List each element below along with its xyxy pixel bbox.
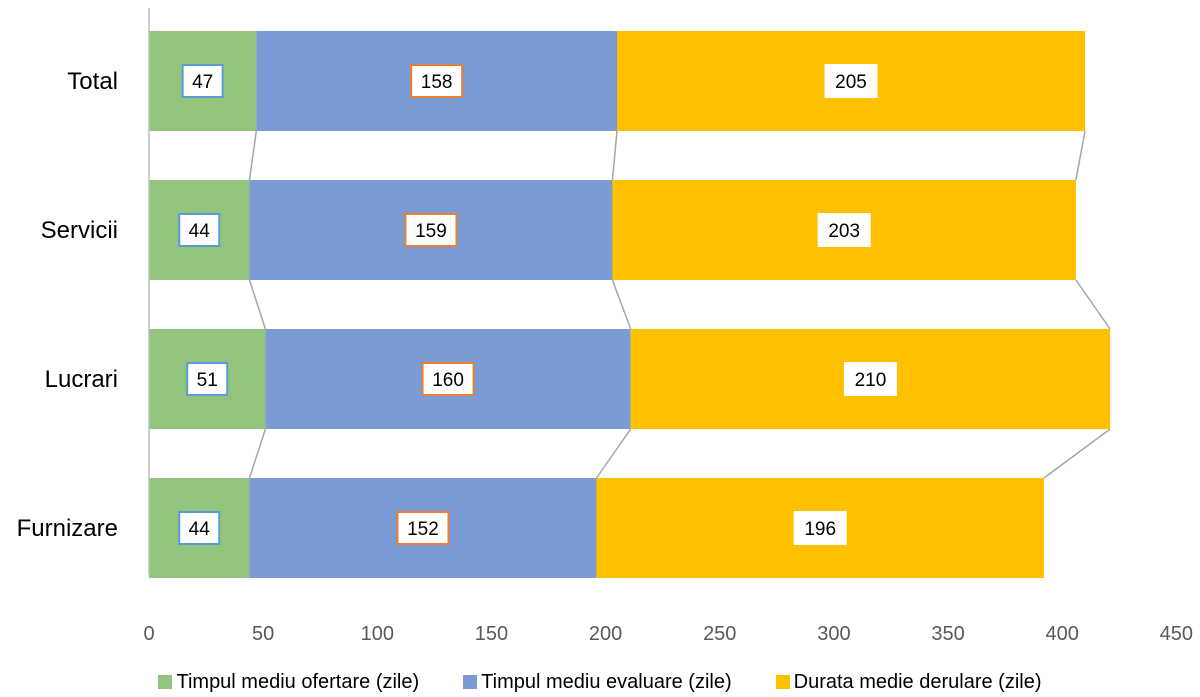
category-label: Servicii [41, 217, 118, 244]
category-label: Total [67, 68, 118, 95]
data-label: 203 [828, 221, 860, 242]
data-label: 210 [855, 370, 887, 391]
data-label-box [186, 362, 229, 396]
series-line [248, 130, 258, 181]
legend-item-derulare: Durata medie derulare (zile) [775, 670, 1042, 694]
data-label: 196 [804, 519, 836, 540]
data-label-box [817, 213, 871, 247]
data-label: 44 [189, 221, 211, 242]
data-label: 205 [835, 72, 867, 93]
data-label: 47 [192, 72, 213, 93]
data-label-box [396, 511, 450, 545]
chart: 47 158 205 Total 44 159 203 Servicii 51 160 210 Luc… [17, 8, 1193, 645]
x-tick-label: 250 [703, 623, 736, 645]
legend-item-evaluare: Timpul mediu evaluare (zile) [463, 670, 732, 694]
data-label-box [181, 64, 224, 98]
x-tick-label: 0 [143, 623, 154, 645]
category-label: Furnizare [17, 515, 118, 542]
series-line [595, 428, 632, 479]
data-label: 51 [197, 370, 218, 391]
series-line [1043, 428, 1111, 479]
data-label-box [178, 511, 221, 545]
legend-label-evaluare: Timpul mediu evaluare (zile) [481, 670, 732, 693]
data-label: 159 [415, 221, 447, 242]
x-tick-label: 400 [1046, 623, 1079, 645]
data-label-box [824, 64, 878, 98]
data-label-box [793, 511, 847, 545]
category-label: Lucrari [45, 366, 118, 393]
legend-swatch-derulare [775, 675, 790, 689]
series-line [248, 279, 267, 330]
data-label: 152 [407, 519, 439, 540]
legend-swatch-ofertare [158, 675, 173, 689]
legend: Timpul mediu ofertare (zile) Timpul medi… [0, 670, 1200, 694]
data-label: 160 [432, 370, 464, 391]
x-tick-label: 350 [931, 623, 964, 645]
legend-item-ofertare: Timpul mediu ofertare (zile) [158, 671, 419, 694]
x-tick-label: 150 [475, 623, 508, 645]
legend-label-ofertare: Timpul mediu ofertare (zile) [176, 670, 420, 693]
x-tick-label: 100 [361, 623, 394, 645]
legend-label-derulare: Durata medie derulare (zile) [793, 670, 1042, 693]
series-line [248, 428, 267, 479]
series-line [1075, 130, 1086, 181]
data-label-box [421, 362, 475, 396]
data-label-box [404, 213, 458, 247]
series-line [611, 130, 618, 181]
series-line [1075, 279, 1111, 330]
x-tick-label: 300 [817, 623, 850, 645]
x-tick-label: 200 [589, 623, 622, 645]
legend-swatch-evaluare [463, 675, 478, 689]
data-label: 158 [421, 72, 453, 93]
data-label: 44 [189, 519, 211, 540]
data-label-box [410, 64, 464, 98]
data-label-box [843, 362, 897, 396]
data-label-box [178, 213, 221, 247]
series-line [611, 279, 632, 330]
x-tick-label: 50 [252, 623, 274, 645]
x-tick-label: 450 [1160, 623, 1193, 645]
